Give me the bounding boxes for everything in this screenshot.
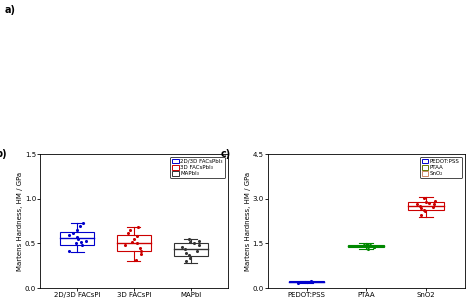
Point xyxy=(130,237,138,242)
Point xyxy=(79,243,86,248)
Point xyxy=(413,202,420,207)
Point xyxy=(134,241,141,246)
Point xyxy=(132,257,139,262)
Point xyxy=(185,253,193,257)
Point xyxy=(190,241,198,246)
Point xyxy=(186,255,193,260)
Point xyxy=(77,239,85,244)
Point xyxy=(366,243,374,248)
Point xyxy=(74,237,82,242)
Y-axis label: Martens Hardness, HM / GPa: Martens Hardness, HM / GPa xyxy=(245,171,251,271)
Point xyxy=(77,223,84,228)
Point xyxy=(72,241,80,246)
Bar xyxy=(289,281,324,282)
Point xyxy=(364,246,372,251)
Point xyxy=(185,237,192,242)
Point xyxy=(431,198,438,203)
Point xyxy=(178,245,186,249)
Text: c): c) xyxy=(220,149,231,159)
Point xyxy=(73,235,81,240)
Point xyxy=(126,228,134,232)
Point xyxy=(421,209,428,214)
Point xyxy=(354,243,361,248)
Bar xyxy=(348,245,384,247)
Point xyxy=(133,234,141,239)
Bar xyxy=(117,235,151,251)
Point xyxy=(426,200,433,205)
Point xyxy=(301,279,309,284)
Point xyxy=(295,280,302,285)
Point xyxy=(308,280,316,285)
Y-axis label: Martens Hardness, HM / GPa: Martens Hardness, HM / GPa xyxy=(18,171,24,271)
Point xyxy=(430,201,438,206)
Bar xyxy=(173,243,208,256)
Point xyxy=(307,279,315,284)
Text: a): a) xyxy=(5,5,16,15)
Point xyxy=(417,213,425,217)
Point xyxy=(418,206,425,211)
Point xyxy=(182,251,190,256)
Point xyxy=(370,244,377,249)
Point xyxy=(360,242,368,247)
Point xyxy=(195,243,203,248)
Point xyxy=(187,239,194,244)
Bar xyxy=(60,232,94,245)
Legend: PEDOT:PSS, PTAA, SnO₂: PEDOT:PSS, PTAA, SnO₂ xyxy=(419,157,462,178)
Bar xyxy=(408,202,444,210)
Point xyxy=(125,230,132,235)
Point xyxy=(363,241,370,246)
Point xyxy=(195,239,203,243)
Point xyxy=(182,259,190,264)
Point xyxy=(73,228,81,232)
Point xyxy=(69,230,77,235)
Point xyxy=(136,246,144,250)
Text: b): b) xyxy=(0,149,7,159)
Point xyxy=(137,252,145,257)
Legend: 2D/3D FACsPbI₃, 3D FACsPbI₃, MAPbI₃: 2D/3D FACsPbI₃, 3D FACsPbI₃, MAPbI₃ xyxy=(170,157,225,178)
Point xyxy=(181,246,189,251)
Point xyxy=(193,248,201,253)
Point xyxy=(79,221,86,225)
Point xyxy=(422,199,429,204)
Point xyxy=(122,243,129,248)
Point xyxy=(137,248,145,253)
Point xyxy=(420,207,428,212)
Point xyxy=(370,245,378,250)
Point xyxy=(416,203,424,208)
Point xyxy=(420,196,428,200)
Point xyxy=(65,232,73,237)
Point xyxy=(82,239,90,243)
Point xyxy=(134,225,142,230)
Point xyxy=(66,248,73,253)
Point xyxy=(368,244,376,249)
Point xyxy=(128,239,136,244)
Point xyxy=(429,204,437,209)
